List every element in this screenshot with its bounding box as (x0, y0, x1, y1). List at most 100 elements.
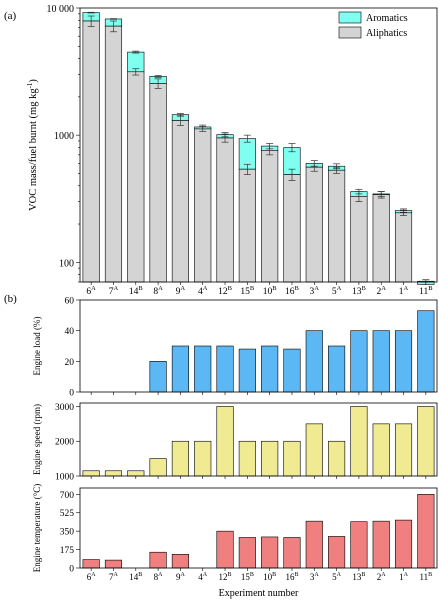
x-tick-label: 4A (198, 285, 208, 297)
x-tick-label: 15B (241, 572, 254, 582)
x-axis-label: Experiment number (219, 588, 299, 599)
plot-frame (79, 299, 438, 393)
bar (104, 559, 123, 569)
bar (149, 551, 167, 569)
aliphatics-bar (238, 168, 256, 283)
aliphatics-bar (305, 166, 323, 283)
bar (305, 520, 323, 569)
bar (328, 345, 346, 393)
bar (417, 310, 435, 393)
legend-label: Aromatics (366, 13, 408, 24)
x-tick-label: 10B (263, 572, 276, 582)
x-tick-label: 14B (129, 285, 144, 297)
x-tick-label: 8A (153, 285, 163, 297)
aliphatics-bar (328, 169, 346, 283)
bar (194, 440, 212, 477)
x-tick-label: 6A (87, 572, 97, 582)
x-tick-label: 6A (86, 285, 96, 297)
x-tick-label: 5A (332, 572, 342, 582)
y-axis-label: Engine load (%) (32, 317, 42, 376)
x-tick-label: 5A (332, 285, 342, 297)
x-tick-label: 16B (285, 285, 300, 297)
bar (171, 554, 189, 569)
bar (283, 348, 301, 393)
bar (372, 330, 390, 393)
bar (149, 458, 167, 477)
bar (261, 345, 279, 393)
y-tick-label: 1000 (54, 131, 74, 142)
x-tick-label: 11B (420, 572, 433, 582)
x-tick-label: 13B (352, 572, 365, 582)
bar (104, 470, 123, 477)
engine-temperature-chart: 0 175 350 525 700 Engine temperature (°C) 6A 7A… (32, 484, 438, 599)
x-tick-label: 8A (154, 572, 164, 582)
x-tick-label: 12B (219, 572, 232, 582)
x-tick-label: 13B (352, 285, 367, 297)
y-axis-label: VOC mass/fuel burnt (mg kg-1) (26, 79, 39, 211)
panel-label-b: (b) (4, 293, 17, 305)
aliphatics-bar (82, 20, 100, 283)
x-tick-label: 2A (377, 572, 387, 582)
y-axis-label: Engine speed (rpm) (32, 404, 42, 475)
aliphatics-bar (372, 194, 390, 283)
aliphatics-bar (261, 150, 279, 283)
x-tick-label: 7A (109, 572, 119, 582)
aliphatics-bar (350, 196, 368, 283)
bar (238, 537, 256, 569)
bar (82, 559, 100, 569)
bar (305, 330, 323, 393)
x-tick-label: 3A (310, 572, 320, 582)
engine-load-chart: 0 20 40 60 Engine load (%) (32, 297, 438, 399)
bar (394, 330, 413, 393)
y-tick-label: 10 000 (47, 4, 75, 15)
x-tick-label: 7A (109, 285, 119, 297)
x-tick-label: 9A (176, 285, 186, 297)
y-tick-label: 60 (65, 297, 75, 307)
bar (261, 536, 279, 569)
bar (350, 521, 368, 569)
bar (328, 440, 346, 477)
x-tick-label: 2A (376, 285, 386, 297)
aliphatics-bar (194, 128, 212, 283)
bar (372, 423, 390, 477)
x-tick-label: 12B (218, 285, 233, 297)
bar (350, 330, 368, 393)
aliphatics-bar (394, 212, 413, 283)
aliphatics-bar (149, 83, 167, 283)
bar (283, 537, 301, 569)
bar (238, 348, 256, 393)
bar (394, 423, 413, 477)
y-tick-label: 525 (60, 509, 75, 519)
bar (417, 494, 435, 569)
y-tick-label: 175 (60, 546, 75, 556)
x-tick-label: 1A (399, 572, 409, 582)
aliphatics-bar (216, 137, 234, 283)
plot-frame (79, 402, 438, 477)
x-tick-label: 9A (176, 572, 186, 582)
y-tick-label: 0 (69, 389, 74, 399)
y-axis-label: Engine temperature (°C) (32, 484, 42, 573)
bar (372, 520, 390, 569)
y-tick-label: 700 (60, 491, 75, 501)
bar (216, 345, 234, 393)
y-tick-label: 0 (69, 565, 74, 575)
bar (194, 345, 212, 393)
aliphatics-bar (127, 71, 145, 283)
x-tick-label: 15B (240, 285, 255, 297)
aliphatics-bar (171, 120, 189, 283)
bar (305, 423, 323, 477)
x-tick-label: 16B (285, 572, 298, 582)
bar (127, 470, 145, 477)
x-tick-label: 14B (129, 572, 142, 582)
x-tick-label: 1A (399, 285, 409, 297)
bar (238, 440, 256, 477)
y-tick-label: 20 (65, 358, 75, 368)
panel-label-a: (a) (4, 10, 17, 22)
plot-frame (79, 487, 438, 569)
y-tick-label: 1000 (55, 473, 74, 483)
aliphatics-bar (104, 25, 123, 283)
bar (216, 530, 234, 569)
voc-chart: 100 1000 10 000 VOC mass/fuel burnt (mg kg-… (26, 4, 438, 297)
bar (283, 440, 301, 477)
